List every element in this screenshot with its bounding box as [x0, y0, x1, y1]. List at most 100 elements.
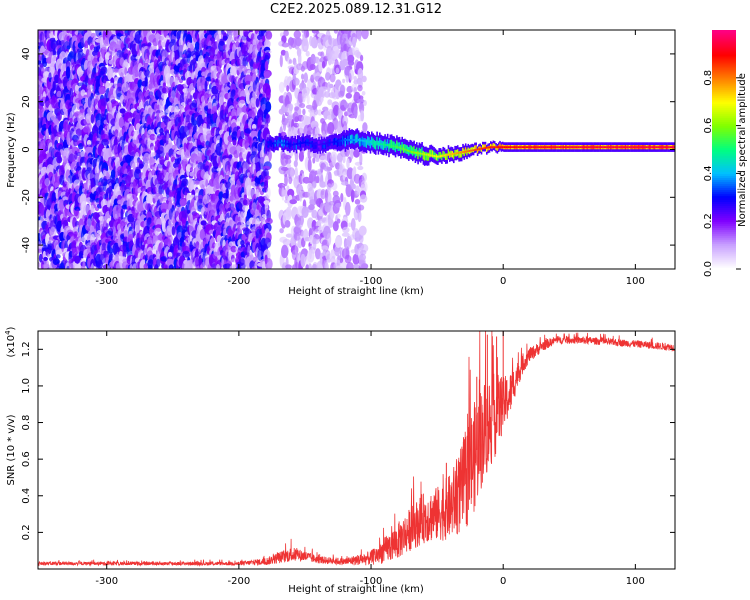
track-core	[377, 142, 380, 145]
track-core	[303, 141, 306, 144]
noise-cell	[128, 233, 134, 240]
spectrogram-noise	[38, 30, 369, 269]
noise-cell	[288, 59, 293, 64]
noise-cell	[264, 60, 269, 72]
noise-cell	[286, 85, 290, 92]
noise-cell	[56, 155, 63, 164]
page-title: C2E2.2025.089.12.31.G12	[269, 2, 443, 17]
noise-cell	[62, 196, 69, 201]
noise-cell	[120, 30, 126, 35]
noise-cell	[147, 42, 152, 47]
noise-cell	[320, 96, 324, 102]
noise-cell	[100, 66, 108, 75]
noise-cell	[303, 45, 307, 51]
noise-cell	[74, 150, 78, 160]
noise-cell	[319, 86, 328, 91]
noise-cell	[326, 232, 332, 246]
noise-cell	[361, 75, 367, 83]
noise-cell	[41, 259, 47, 265]
noise-cell	[75, 208, 80, 219]
noise-cell	[63, 208, 68, 222]
noise-cell	[308, 263, 312, 269]
noise-cell	[345, 201, 351, 216]
noise-cell	[360, 54, 364, 62]
noise-cell	[252, 63, 256, 69]
noise-cell	[265, 30, 273, 40]
track-core	[297, 142, 299, 145]
noise-cell	[344, 254, 352, 264]
noise-cell	[361, 30, 369, 40]
noise-cell	[72, 96, 77, 105]
noise-cell	[305, 50, 310, 57]
noise-cell	[113, 68, 120, 73]
track-core	[310, 142, 312, 145]
noise-cell	[138, 163, 144, 169]
noise-cell	[334, 236, 343, 249]
noise-cell	[324, 261, 329, 269]
noise-cell	[337, 218, 341, 224]
noise-cell	[263, 71, 271, 79]
noise-cell	[321, 60, 326, 69]
noise-cell	[124, 67, 128, 76]
noise-cell	[352, 36, 357, 48]
noise-cell	[56, 90, 62, 98]
noise-cell	[288, 103, 294, 112]
noise-cell	[347, 60, 355, 66]
noise-cell	[189, 167, 194, 172]
noise-cell	[288, 176, 293, 185]
noise-cell	[353, 149, 360, 158]
noise-cell	[353, 106, 358, 119]
noise-cell	[55, 254, 61, 259]
noise-cell	[328, 92, 337, 99]
noise-cell	[49, 226, 57, 239]
track-band	[303, 140, 306, 147]
noise-cell	[283, 122, 286, 132]
noise-cell	[87, 79, 91, 85]
noise-cell	[87, 122, 92, 132]
noise-cell	[358, 225, 367, 236]
track-core	[371, 141, 373, 144]
noise-cell	[85, 146, 93, 155]
track-core	[291, 143, 294, 146]
noise-cell	[336, 213, 341, 218]
noise-cell	[230, 65, 237, 77]
noise-cell	[86, 84, 94, 90]
noise-cell	[327, 99, 333, 106]
noise-cell	[68, 51, 75, 58]
track-core	[266, 143, 269, 146]
noise-cell	[86, 218, 93, 227]
noise-cell	[296, 220, 304, 229]
noise-cell	[243, 50, 248, 57]
noise-cell	[333, 30, 338, 34]
noise-cell	[38, 253, 43, 263]
noise-cell	[105, 223, 110, 228]
noise-cell	[194, 41, 200, 51]
noise-cell	[87, 55, 91, 62]
noise-cell	[106, 265, 111, 269]
noise-cell	[342, 155, 346, 164]
noise-cell	[283, 30, 289, 37]
noise-cell	[316, 175, 320, 184]
noise-cell	[263, 237, 272, 249]
noise-cell	[300, 65, 305, 72]
noise-cell	[54, 30, 59, 41]
noise-cell	[264, 258, 273, 269]
track-band	[377, 140, 380, 150]
noise-cell	[80, 89, 86, 97]
track-band	[371, 136, 373, 146]
noise-cell	[363, 100, 367, 106]
noise-cell	[279, 54, 283, 68]
noise-cell	[101, 138, 109, 146]
noise-cell	[123, 230, 129, 238]
noise-cell	[342, 78, 346, 84]
noise-cell	[309, 64, 316, 70]
noise-cell	[108, 55, 113, 60]
noise-cell	[359, 151, 363, 166]
noise-cell	[342, 226, 350, 234]
noise-cell	[264, 175, 271, 180]
noise-cell	[159, 178, 164, 185]
noise-cell	[69, 73, 74, 80]
noise-cell	[302, 108, 306, 116]
noise-cell	[345, 75, 349, 83]
noise-cell	[98, 125, 104, 131]
